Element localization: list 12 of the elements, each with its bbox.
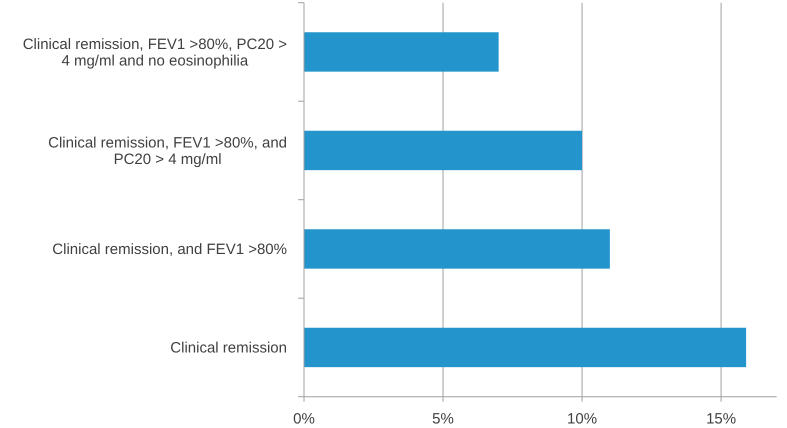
y-tick-label: Clinical remission, FEV1 >80%, PC20 > 4 mg/ml and no eosinophilia <box>22 36 288 70</box>
x-tick-label: 15% <box>706 410 736 428</box>
bar <box>304 328 746 368</box>
bar <box>304 32 499 72</box>
bar <box>304 130 582 170</box>
y-tick-label: Clinical remission, and FEV1 >80% <box>52 241 288 258</box>
y-tick-label: Clinical remission, FEV1 >80%, and PC20 > 4 mg/ml <box>48 134 287 168</box>
x-tick-label: 5% <box>432 410 454 428</box>
x-tick-label: 10% <box>567 410 598 428</box>
x-tick-label: 0% <box>293 410 315 428</box>
bar <box>304 229 610 269</box>
y-tick-label: Clinical remission <box>170 340 288 357</box>
